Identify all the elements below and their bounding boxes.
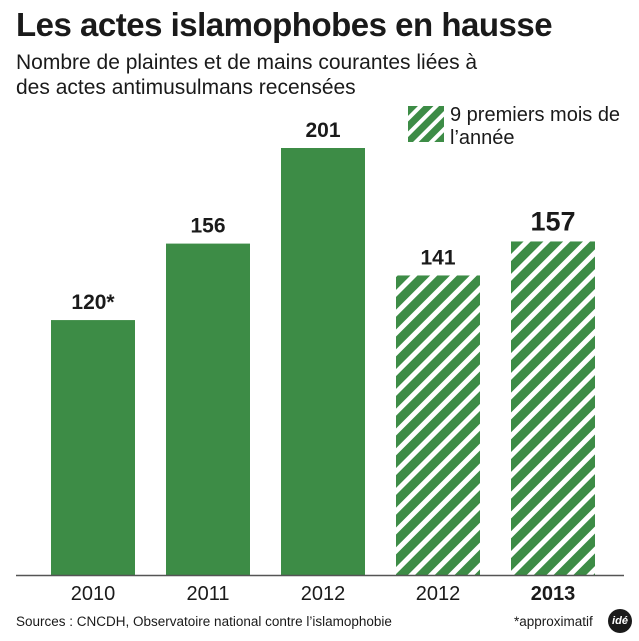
x-tick-label-3: 2012 xyxy=(416,583,461,605)
value-label-1: 156 xyxy=(190,215,225,238)
publisher-logo: idé xyxy=(608,609,632,633)
bar-0 xyxy=(51,320,135,575)
chart-title: Les actes islamophobes en hausse xyxy=(16,6,553,43)
value-label-4: 157 xyxy=(530,206,575,236)
footnote-text: *approximatif xyxy=(514,614,593,629)
bar-4 xyxy=(511,241,595,575)
source-text: Sources : CNCDH, Observatoire national c… xyxy=(16,614,392,629)
legend: 9 premiers mois de l’année xyxy=(408,104,639,150)
value-label-0: 120* xyxy=(71,291,115,314)
x-tick-label-2: 2012 xyxy=(301,583,346,605)
legend-hatched-swatch xyxy=(408,106,444,142)
value-label-2: 201 xyxy=(305,119,340,142)
value-label-3: 141 xyxy=(420,246,455,269)
bar-1 xyxy=(166,243,250,575)
bar-2 xyxy=(281,148,365,575)
x-tick-label-0: 2010 xyxy=(71,583,116,605)
chart-subtitle: Nombre de plaintes et de mains courantes… xyxy=(16,51,478,99)
x-tick-label-1: 2011 xyxy=(186,583,229,605)
legend-label: 9 premiers mois de l’année xyxy=(450,104,621,149)
bar-3 xyxy=(396,275,480,575)
x-tick-label-4: 2013 xyxy=(531,583,576,605)
